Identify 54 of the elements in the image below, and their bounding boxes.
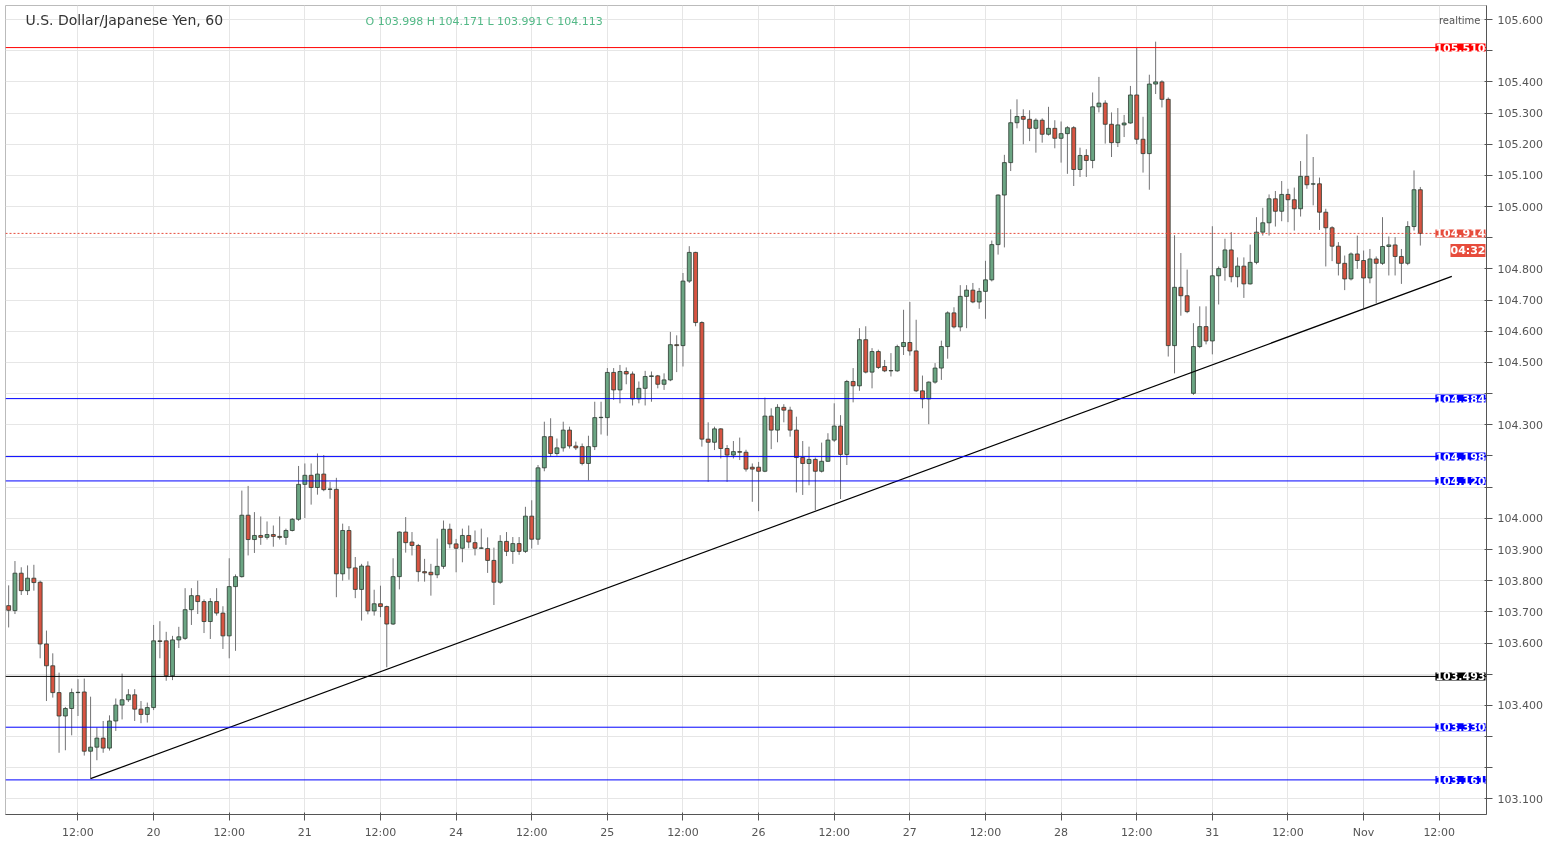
x-tick-label: 12:00 bbox=[969, 825, 1002, 839]
y-tick-label: 105.000 bbox=[1497, 200, 1543, 214]
y-tick-label: 105.600 bbox=[1497, 13, 1543, 27]
y-tick-label: 105.200 bbox=[1497, 138, 1543, 152]
chart-title: U.S. Dollar/Japanese Yen, 60 bbox=[25, 11, 224, 28]
y-tick-label: 103.700 bbox=[1497, 605, 1543, 619]
y-tick-label: 103.800 bbox=[1497, 574, 1543, 588]
x-tick-label: 24 bbox=[449, 825, 464, 839]
ref-line-label: 105.510 bbox=[1435, 41, 1486, 55]
y-tick-label: 103.900 bbox=[1497, 543, 1543, 557]
x-tick-label: 12:00 bbox=[1272, 825, 1304, 839]
x-tick-label: 12:00 bbox=[818, 825, 851, 839]
x-tick-label: 12:00 bbox=[1423, 825, 1456, 839]
candlestick bbox=[1329, 225, 1335, 262]
x-tick-label: 12:00 bbox=[667, 825, 699, 839]
y-tick-label: 104.800 bbox=[1497, 262, 1543, 276]
x-tick-label: Nov bbox=[1352, 825, 1375, 839]
annotation: 04:32 bbox=[1450, 243, 1486, 257]
ref-line-label: 103.330 bbox=[1435, 721, 1486, 735]
y-tick-label: 104.500 bbox=[1497, 356, 1543, 370]
y-tick-label: 104.000 bbox=[1497, 512, 1543, 526]
x-tick-label: 12:00 bbox=[62, 825, 94, 839]
y-tick-label: 105.400 bbox=[1497, 75, 1543, 89]
annotation: realtime bbox=[1438, 14, 1481, 26]
y-tick-label: 105.100 bbox=[1497, 169, 1543, 183]
x-tick-label: 12:00 bbox=[515, 825, 548, 839]
x-tick-label: 26 bbox=[751, 825, 766, 839]
ref-line-label: 104.384 bbox=[1435, 392, 1486, 406]
ref-line-label: 103.493 bbox=[1435, 670, 1486, 684]
ref-line-label: 104.120 bbox=[1435, 474, 1486, 488]
ref-line-label: 103.161 bbox=[1435, 773, 1486, 787]
x-tick-label: 31 bbox=[1205, 825, 1220, 839]
y-tick-label: 104.600 bbox=[1497, 325, 1543, 339]
annotation: O 103.998 H 104.171 L 103.991 C 104.113 bbox=[365, 14, 603, 28]
candlestick bbox=[327, 481, 333, 500]
y-tick-label: 104.300 bbox=[1497, 418, 1543, 432]
ref-line-label: 104.198 bbox=[1435, 450, 1486, 464]
x-tick-label: 21 bbox=[297, 825, 312, 839]
x-tick-label: 20 bbox=[146, 825, 161, 839]
ref-line-label: 104.914 bbox=[1435, 227, 1486, 241]
x-tick-label: 12:00 bbox=[213, 825, 246, 839]
y-tick-label: 103.400 bbox=[1497, 699, 1543, 713]
x-tick-label: 28 bbox=[1054, 825, 1069, 839]
y-tick-label: 103.600 bbox=[1497, 637, 1543, 651]
candlestick bbox=[94, 727, 100, 761]
candlestick bbox=[1184, 269, 1190, 314]
candlestick bbox=[1310, 156, 1316, 206]
x-tick-label: 27 bbox=[902, 825, 917, 839]
x-tick-label: 12:00 bbox=[1120, 825, 1153, 839]
y-tick-label: 104.700 bbox=[1497, 294, 1543, 308]
x-tick-label: 25 bbox=[600, 825, 615, 839]
y-tick-label: 105.300 bbox=[1497, 107, 1543, 121]
x-tick-label: 12:00 bbox=[364, 825, 397, 839]
y-tick-label: 103.100 bbox=[1497, 792, 1543, 806]
